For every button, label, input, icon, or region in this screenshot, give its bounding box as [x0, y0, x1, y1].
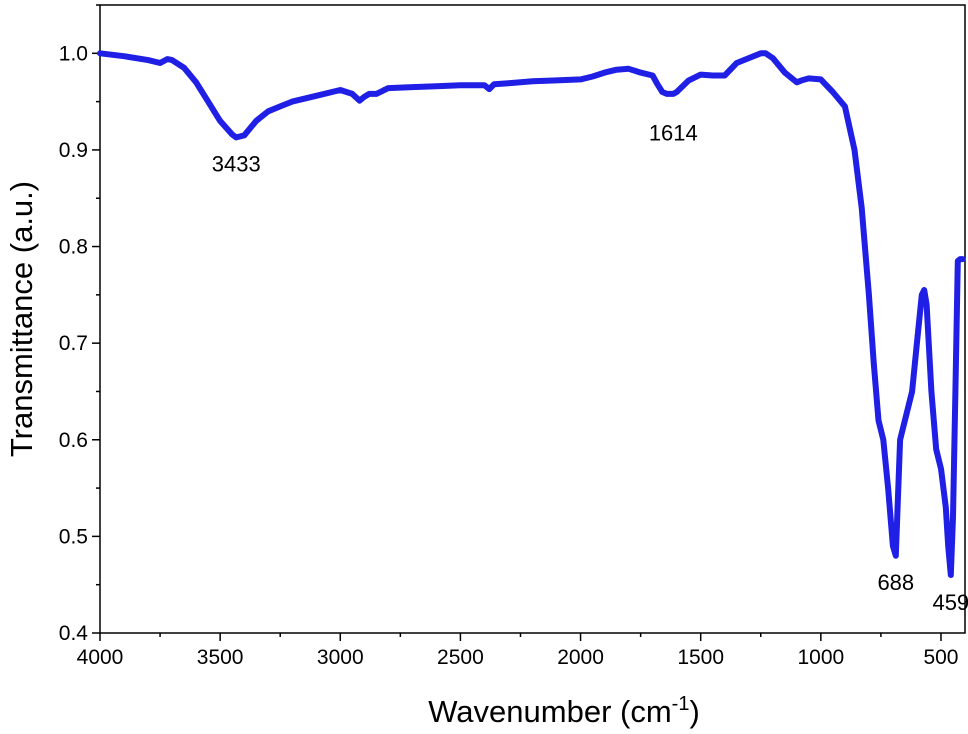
x-tick-label-4000: 4000: [77, 646, 124, 669]
x-tick-label-1500: 1500: [677, 646, 724, 669]
peak-label-459: 459: [932, 590, 968, 615]
x-tick-label-2000: 2000: [557, 646, 604, 669]
plot-frame: [99, 4, 966, 634]
y-tick-label-0.9: 0.9: [59, 139, 88, 162]
x-tick-label-3000: 3000: [317, 646, 364, 669]
x-tick-label-3500: 3500: [197, 646, 244, 669]
peak-label-3433: 3433: [212, 151, 261, 176]
y-tick-label-0.7: 0.7: [59, 332, 88, 355]
x-tick-label-1000: 1000: [797, 646, 844, 669]
peak-label-1614: 1614: [649, 121, 698, 146]
x-axis-title-suffix: ): [689, 694, 699, 729]
x-axis-title-superscript: -1: [672, 693, 690, 715]
y-axis-title: Transmittance (a.u.): [4, 181, 39, 457]
y-tick-label-0.5: 0.5: [59, 525, 88, 548]
axis-ticks: [92, 4, 942, 641]
y-tick-label-1: 1.0: [59, 42, 88, 65]
x-tick-label-500: 500: [923, 646, 958, 669]
y-tick-label-0.8: 0.8: [59, 236, 88, 259]
tick-labels: 4000 3500 3000 2500 2000 1500 1000 500 0.4 0.5 0.6…: [59, 42, 959, 669]
x-tick-label-2500: 2500: [437, 646, 484, 669]
y-tick-label-0.4: 0.4: [59, 622, 89, 645]
transmittance-series-line: [97, 50, 966, 578]
peak-label-688: 688: [877, 570, 914, 595]
y-tick-label-0.6: 0.6: [59, 429, 88, 452]
peak-annotations: 3433 1614 688 459: [212, 121, 968, 616]
x-axis-title-main: Wavenumber (cm: [428, 694, 671, 729]
x-axis-title: Wavenumber (cm-1): [428, 693, 700, 729]
